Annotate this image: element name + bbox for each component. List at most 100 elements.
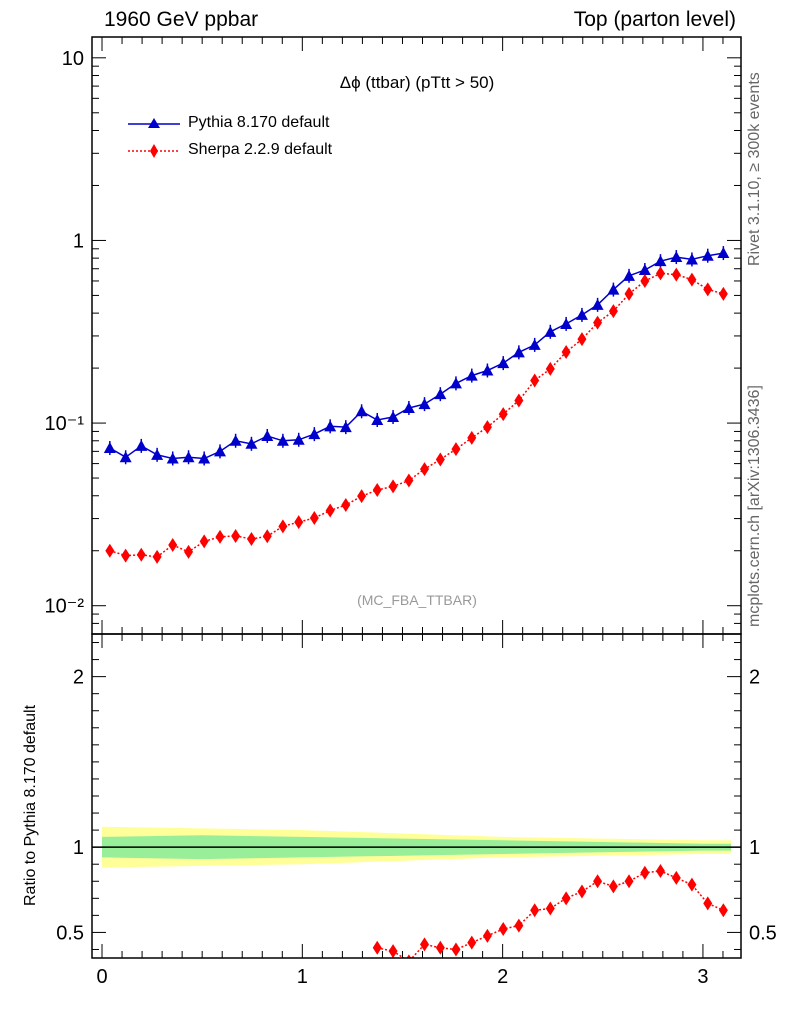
- main-panel-series: [103, 246, 730, 564]
- sherpa-point: [121, 548, 131, 563]
- sherpa-point: [388, 479, 398, 494]
- chart-title: Δϕ (ttbar) (pTtt > 50): [340, 73, 495, 92]
- pythia-point: [135, 439, 148, 451]
- sherpa-point: [655, 266, 665, 281]
- pythia-point: [166, 452, 179, 464]
- ratio-point: [514, 918, 524, 933]
- ratio-point: [608, 879, 618, 894]
- pythia-point: [497, 357, 510, 369]
- ratio-point: [482, 928, 492, 943]
- header-right: Top (parton level): [573, 8, 736, 31]
- axis-tick-labels: 10 1 10⁻¹ 10⁻² 0.5 0.5 1 1 2 2 0 1 2 3: [45, 48, 777, 988]
- ratio-point: [388, 944, 398, 958]
- ratio-point: [718, 903, 728, 918]
- pythia-point: [182, 451, 195, 463]
- pythia-point: [355, 405, 368, 417]
- sherpa-point: [451, 442, 461, 457]
- ratio-ytick-label: 1: [73, 837, 84, 859]
- xtick-label: 0: [96, 966, 107, 988]
- ratio-ytick-label-right: 1: [749, 837, 760, 859]
- sherpa-point: [278, 519, 288, 534]
- sherpa-point: [718, 286, 728, 301]
- pythia-point: [229, 434, 242, 446]
- pythia-point: [402, 401, 415, 413]
- pythia-point: [670, 251, 683, 263]
- axis-ticks: [92, 37, 741, 958]
- ratio-ytick-label-right: 0.5: [749, 922, 777, 944]
- pythia-point: [638, 263, 651, 275]
- pythia-point: [575, 308, 588, 320]
- pythia-point: [103, 442, 116, 454]
- pythia-point: [261, 429, 274, 441]
- ratio-panel-series: [372, 864, 728, 958]
- sherpa-point: [341, 497, 351, 512]
- sherpa-point: [168, 537, 178, 552]
- ratio-point: [561, 891, 571, 906]
- pythia-point: [607, 283, 620, 295]
- ratio-point: [406, 954, 412, 958]
- ratio-point: [593, 874, 603, 889]
- sherpa-point: [435, 452, 445, 467]
- main-ytick-label: 10: [62, 48, 84, 70]
- sherpa-point: [640, 273, 650, 288]
- pythia-point: [685, 253, 698, 265]
- series-line-pythia: [109, 252, 724, 460]
- pythia-point: [560, 317, 573, 329]
- ratio-point: [640, 865, 650, 880]
- sherpa-point: [687, 272, 697, 287]
- analysis-watermark: (MC_FBA_TTBAR): [357, 592, 477, 608]
- main-ytick-label: 10⁻¹: [45, 413, 85, 435]
- sherpa-point: [420, 462, 430, 477]
- pythia-point: [213, 445, 226, 457]
- pythia-point: [245, 437, 258, 449]
- sherpa-point: [309, 511, 319, 526]
- ratio-point: [577, 884, 587, 899]
- sherpa-point: [467, 430, 477, 445]
- pythia-point: [434, 388, 447, 400]
- ratio-point: [671, 870, 681, 885]
- pythia-point: [591, 298, 604, 310]
- sherpa-point: [514, 393, 524, 408]
- pythia-point: [449, 377, 462, 389]
- pythia-point: [418, 398, 431, 410]
- xtick-label: 3: [697, 966, 708, 988]
- ratio-clipped: [372, 864, 728, 958]
- pythia-point: [308, 428, 321, 440]
- pythia-point: [324, 420, 337, 432]
- ratio-series-line: [377, 870, 724, 958]
- sherpa-point: [231, 528, 241, 543]
- ratio-point: [530, 903, 540, 918]
- sherpa-point: [671, 267, 681, 282]
- pythia-point: [292, 433, 305, 445]
- series-line-sherpa: [109, 272, 724, 558]
- ratio-point: [420, 937, 430, 952]
- ratio-ytick-label: 0.5: [56, 922, 84, 944]
- sherpa-point: [294, 515, 304, 530]
- ratio-point: [372, 940, 382, 955]
- sherpa-point: [152, 549, 162, 564]
- sherpa-point: [246, 531, 256, 546]
- sherpa-point: [624, 286, 634, 301]
- sherpa-point: [404, 473, 414, 488]
- ratio-point: [655, 864, 665, 879]
- sherpa-point: [325, 503, 335, 518]
- sherpa-point: [357, 489, 367, 504]
- sherpa-point: [593, 315, 603, 330]
- sherpa-point: [608, 304, 618, 319]
- sherpa-point: [561, 345, 571, 360]
- sherpa-point: [498, 407, 508, 422]
- pythia-point: [701, 249, 714, 261]
- legend-label-pythia: Pythia 8.170 default: [188, 114, 330, 131]
- pythia-point: [465, 369, 478, 381]
- sherpa-point: [482, 420, 492, 435]
- pythia-point: [339, 421, 352, 433]
- sherpa-point: [372, 483, 382, 498]
- ratio-point: [498, 922, 508, 937]
- sherpa-point: [703, 282, 713, 297]
- pythia-point: [512, 346, 525, 358]
- sherpa-point: [215, 529, 225, 544]
- sherpa-point: [199, 534, 209, 549]
- pythia-point: [528, 338, 541, 350]
- ratio-point: [687, 877, 697, 892]
